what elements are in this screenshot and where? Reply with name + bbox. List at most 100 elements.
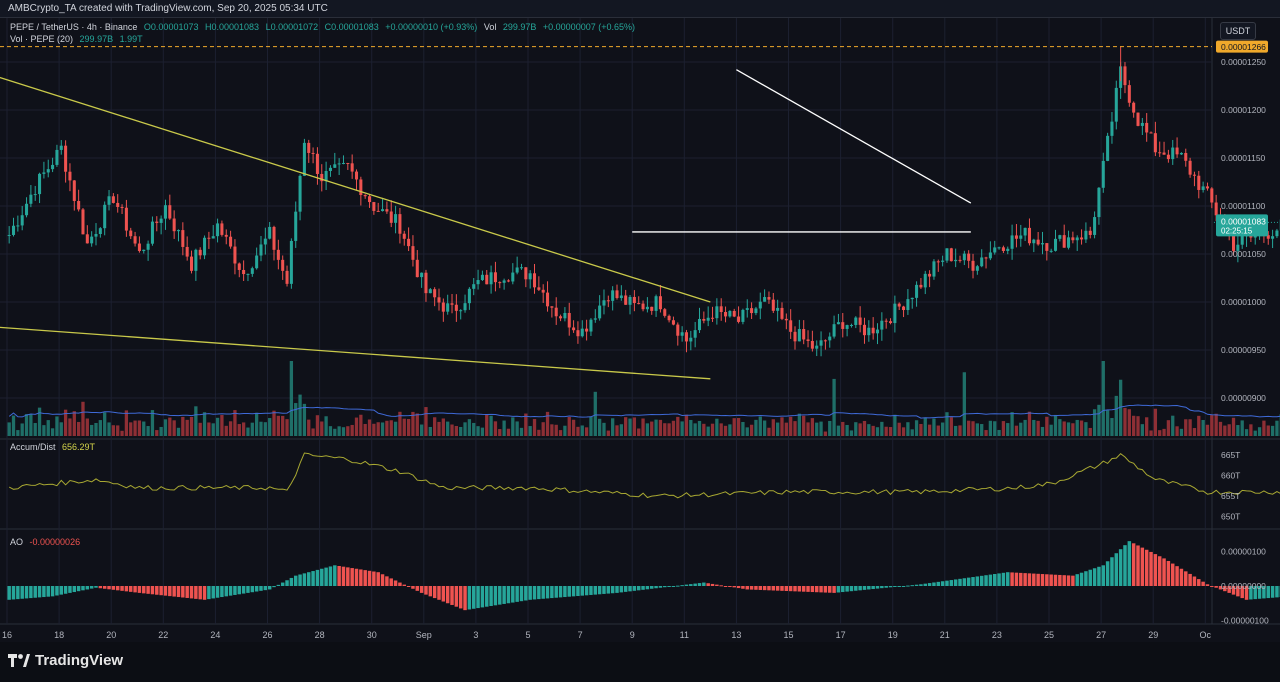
- candle-body: [754, 308, 758, 314]
- candle-body: [693, 330, 697, 338]
- ao-bar: [584, 586, 589, 596]
- candle-body: [1049, 250, 1053, 252]
- ao-bar: [76, 586, 81, 592]
- volume-bar: [159, 426, 163, 436]
- candle-body: [168, 205, 172, 219]
- currency-button[interactable]: USDT: [1220, 22, 1256, 40]
- volume-value: 299.97B: [502, 22, 537, 32]
- volume-bar: [137, 420, 142, 436]
- ao-bar: [676, 585, 680, 587]
- ao-bar: [393, 580, 398, 586]
- ao-bar: [684, 584, 689, 586]
- volume-bar: [493, 421, 498, 436]
- ao-bar: [610, 586, 615, 594]
- ao-bar: [168, 586, 172, 597]
- candle-body: [1232, 235, 1236, 251]
- candle-body: [854, 317, 858, 325]
- ao-bar: [1240, 586, 1244, 599]
- candle-body: [936, 261, 940, 263]
- candle-body: [515, 267, 519, 273]
- candle-body: [511, 272, 515, 282]
- volume-bar: [254, 412, 259, 436]
- volume-bar: [346, 426, 350, 436]
- candle-body: [72, 180, 76, 201]
- volume-bar: [1210, 415, 1214, 436]
- volume-bar: [1118, 379, 1123, 436]
- attribution-text: AMBCrypto_TA created with TradingView.co…: [8, 3, 328, 14]
- candle-body: [1253, 235, 1257, 238]
- volume-bar: [20, 423, 24, 436]
- ao-bar: [1032, 573, 1036, 586]
- time-tick-label: 26: [262, 630, 272, 640]
- ao-bar: [710, 583, 715, 586]
- ao-bar: [463, 586, 467, 611]
- ao-bar: [528, 586, 532, 600]
- volume-bar: [806, 422, 810, 436]
- ao-bar: [198, 586, 202, 600]
- last-price-label: 0.00001083: [1221, 216, 1266, 226]
- candle-body: [315, 153, 319, 174]
- ao-bar: [641, 586, 645, 590]
- candle-body: [537, 287, 541, 290]
- volume-bar: [437, 421, 441, 436]
- ao-bar: [267, 586, 272, 590]
- ao-bar: [411, 586, 415, 589]
- candle-body: [928, 273, 932, 277]
- ao-bar: [1153, 554, 1158, 586]
- volume-bar: [1270, 425, 1275, 436]
- volume-bar: [1218, 421, 1223, 436]
- candle-body: [954, 259, 958, 262]
- candle-body: [250, 268, 254, 274]
- chart-canvas[interactable]: 0.00001250 0.00001200 0.00001150 0.00001100…: [0, 18, 1280, 642]
- candle-body: [993, 247, 997, 253]
- time-tick-label: 15: [783, 630, 793, 640]
- volume-bar: [932, 418, 936, 436]
- ao-bar: [992, 574, 997, 586]
- ao-bar: [129, 586, 133, 592]
- volume-bar: [380, 422, 385, 436]
- time-tick-label: 17: [836, 630, 846, 640]
- volume-bar: [528, 426, 532, 436]
- volume-bar: [1262, 420, 1266, 436]
- ao-bar: [1275, 586, 1279, 598]
- ao-bar: [532, 586, 537, 600]
- ao-bar: [124, 586, 129, 592]
- candle-body: [919, 284, 923, 288]
- ao-bar: [302, 573, 307, 586]
- candle-body: [619, 295, 623, 299]
- candle-body: [624, 295, 628, 305]
- ao-bar: [650, 586, 654, 589]
- candle-body: [350, 163, 354, 172]
- candle-body: [962, 253, 966, 261]
- tradingview-icon: [8, 654, 30, 667]
- ao-bar: [1066, 575, 1071, 586]
- ao-bar: [1179, 568, 1184, 586]
- candle-body: [593, 318, 597, 320]
- ao-bar: [693, 583, 697, 586]
- price-tick-label: 0.00001100: [1221, 201, 1266, 211]
- volume-bar: [632, 417, 637, 436]
- tradingview-logo[interactable]: TradingView: [8, 652, 123, 669]
- trendline: [0, 326, 711, 380]
- volume-bar: [832, 378, 836, 436]
- ao-bar: [736, 586, 741, 589]
- candle-body: [337, 163, 341, 165]
- time-tick-label: 13: [731, 630, 741, 640]
- candle-body: [1097, 187, 1101, 218]
- volume-bar: [76, 421, 81, 436]
- candle-body: [163, 205, 167, 219]
- ao-bar: [819, 586, 823, 593]
- ao-bar: [42, 586, 46, 598]
- volume-bar: [762, 420, 767, 436]
- ao-bar: [207, 586, 211, 600]
- candle-body: [606, 300, 610, 302]
- candle-body: [285, 270, 289, 284]
- candle-body: [1132, 102, 1136, 113]
- volume-bar: [749, 424, 754, 436]
- ao-bar: [832, 586, 836, 593]
- candle-body: [77, 200, 81, 210]
- ao-bar: [732, 586, 736, 588]
- accum-dist-line: [8, 452, 1280, 499]
- volume-bar: [849, 430, 854, 436]
- ao-bar: [11, 586, 16, 600]
